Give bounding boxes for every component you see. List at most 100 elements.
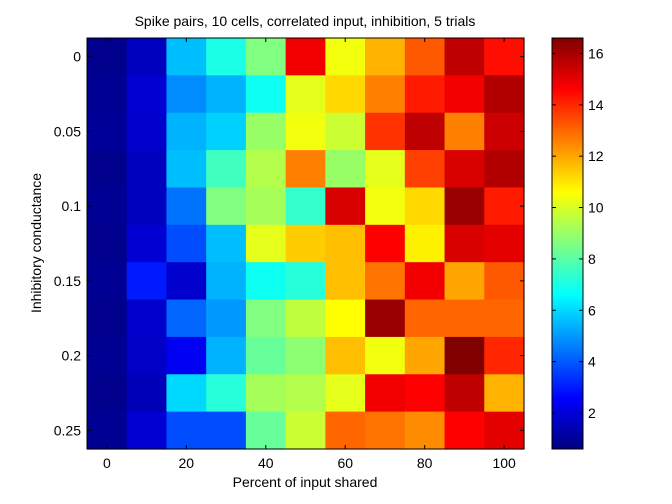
heatmap-cell [285, 75, 326, 114]
heatmap-cell [365, 38, 406, 76]
heatmap-cell [87, 150, 128, 189]
heatmap-cell [404, 150, 446, 189]
y-tick-label: 0.15 [54, 273, 81, 289]
heatmap-cell [285, 299, 326, 338]
heatmap-cell [166, 411, 207, 450]
y-tick-label: 0.05 [54, 123, 81, 139]
heatmap-cell [206, 112, 247, 151]
x-tick-label: 0 [103, 455, 111, 471]
heatmap-cell [325, 75, 366, 114]
heatmap-cell [206, 336, 247, 375]
heatmap-cell [285, 112, 326, 151]
heatmap-cell [365, 374, 406, 413]
heatmap-cell [444, 374, 485, 413]
x-axis-label: Percent of input shared [233, 474, 378, 490]
heatmap-cell [365, 187, 406, 226]
heatmap-cell [206, 224, 247, 263]
heatmap-cell [285, 187, 326, 226]
y-axis-ticks: 0 0.05 0.1 0.15 0.2 0.25 [54, 49, 524, 438]
colorbar-tick-label: 8 [588, 251, 596, 267]
heatmap-cell [325, 150, 366, 189]
heatmap-cell [87, 262, 128, 301]
y-tick-label: 0.25 [54, 422, 81, 438]
heatmap-cell [404, 75, 446, 114]
heatmap-cell [325, 411, 366, 450]
heatmap-cell [126, 150, 168, 189]
colorbar-tick-label: 4 [588, 354, 596, 370]
heatmap-cell [365, 224, 406, 263]
heatmap-cell [484, 374, 525, 413]
heatmap-cell [484, 224, 525, 263]
heatmap-cell [365, 336, 406, 375]
plot-frame [86, 37, 525, 450]
heatmap-cell [126, 187, 168, 226]
heatmap-cell [206, 262, 247, 301]
heatmap-cell [325, 112, 366, 151]
heatmap-cell [285, 374, 326, 413]
heatmap-cell [166, 75, 207, 114]
heatmap-cell [87, 299, 128, 338]
heatmap-cell [245, 38, 287, 76]
x-tick-label: 60 [337, 455, 353, 471]
heatmap-cell [166, 38, 207, 76]
heatmap-cell [87, 112, 128, 151]
heatmap-cell [166, 224, 207, 263]
heatmap-cell [126, 38, 168, 76]
heatmap-cell [87, 374, 128, 413]
colorbar-tick-label: 16 [588, 45, 604, 61]
heatmap-cell [325, 38, 366, 76]
heatmap-cell [444, 336, 485, 375]
heatmap-cell [444, 187, 485, 226]
heatmap-cell [365, 150, 406, 189]
chart-title: Spike pairs, 10 cells, correlated input,… [135, 13, 476, 29]
colorbar-ticks: 2 4 6 8 10 12 14 16 [552, 45, 604, 421]
heatmap-cell [484, 336, 525, 375]
heatmap-cell [245, 224, 287, 263]
heatmap-cell [444, 150, 485, 189]
heatmap-cell [126, 411, 168, 450]
heatmap-cell [206, 411, 247, 450]
y-tick-label: 0 [73, 49, 81, 65]
heatmap-cell [365, 411, 406, 450]
heatmap-cell [285, 38, 326, 76]
heatmap-cell [126, 75, 168, 114]
heatmap-cell [404, 336, 446, 375]
heatmap-cell [87, 187, 128, 226]
heatmap-cell [166, 374, 207, 413]
heatmap-cell [166, 112, 207, 151]
heatmap-cell [444, 262, 485, 301]
heatmap-cell [404, 38, 446, 76]
heatmap-cell [245, 336, 287, 375]
heatmap-cell [245, 150, 287, 189]
heatmap-cell [325, 336, 366, 375]
heatmap-cell [404, 374, 446, 413]
heatmap-cell [245, 299, 287, 338]
colorbar-tick-label: 14 [588, 97, 604, 113]
heatmap-cell [484, 411, 525, 450]
heatmap-cell [444, 75, 485, 114]
x-tick-label: 80 [417, 455, 433, 471]
heatmap-cell [126, 224, 168, 263]
heatmap-cell [285, 150, 326, 189]
heatmap-cells [87, 38, 525, 450]
heatmap-cell [444, 299, 485, 338]
heatmap-cell [325, 224, 366, 263]
heatmap-cell [285, 411, 326, 450]
x-tick-label: 20 [179, 455, 195, 471]
colorbar [551, 37, 584, 450]
heatmap-cell [444, 112, 485, 151]
heatmap-cell [87, 224, 128, 263]
heatmap-cell [484, 38, 525, 76]
heatmap-cell [245, 374, 287, 413]
y-tick-label: 0.2 [62, 348, 82, 364]
heatmap-cell [404, 411, 446, 450]
heatmap-cell [444, 224, 485, 263]
heatmap-cell [245, 187, 287, 226]
heatmap-cell [365, 262, 406, 301]
heatmap-cell [484, 75, 525, 114]
heatmap-cell [325, 187, 366, 226]
heatmap-cell [166, 150, 207, 189]
heatmap-cell [87, 38, 128, 76]
heatmap-cell [404, 299, 446, 338]
heatmap-cell [87, 336, 128, 375]
